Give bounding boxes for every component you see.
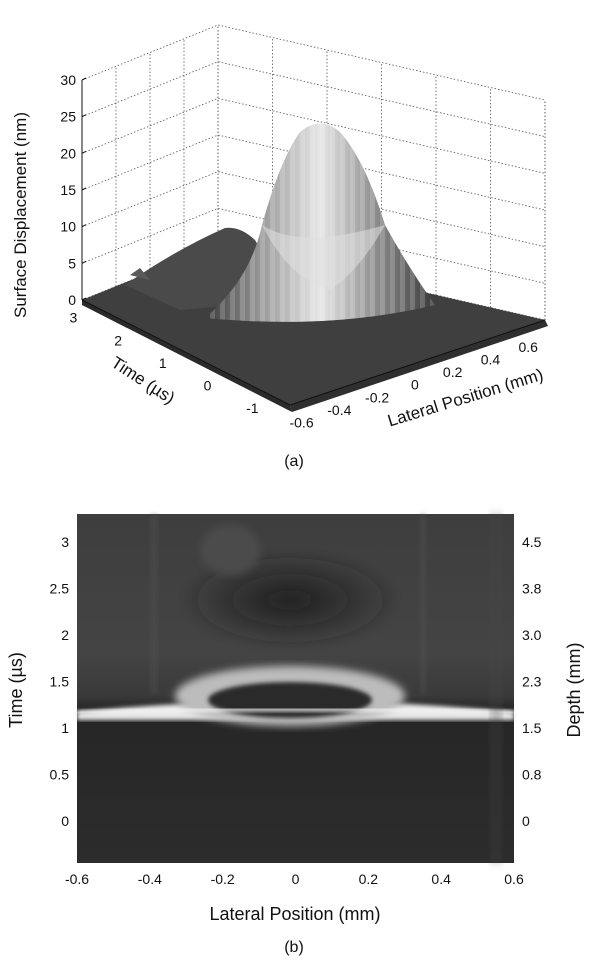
heatmap-image	[76, 514, 515, 863]
z-tick-label: 0	[68, 292, 76, 308]
lateral-tick-label: -0.2	[365, 389, 389, 405]
heatmap-depth-tick-label: 0.8	[522, 767, 542, 783]
heatmap-x-tick-label: 0	[292, 871, 300, 887]
heatmap-time-tick-label: 1.5	[50, 674, 70, 690]
z-tick-label: 5	[68, 255, 76, 271]
time-axis-title: Time (µs)	[108, 353, 178, 408]
heatmap-depth-axis-title: Depth (mm)	[564, 642, 584, 737]
time-tick-label: 0	[204, 377, 212, 393]
heatmap-time-tick-label: 1	[61, 720, 69, 736]
lateral-tick-label: 0.4	[481, 352, 501, 368]
heatmap-x-tick-label: -0.4	[138, 871, 162, 887]
z-tick	[81, 114, 87, 118]
heatmap-x-tick-label: -0.2	[211, 871, 235, 887]
z-tick-label: 30	[60, 72, 76, 88]
heatmap-depth-tick-label: 0	[522, 813, 530, 829]
heatmap-x-tick-label: -0.6	[65, 871, 89, 887]
lateral-tick-label: 0.2	[443, 364, 463, 380]
time-tick-label: 2	[114, 332, 122, 348]
z-tick-label: 10	[60, 219, 76, 235]
heatmap-time-tick-label: 0.5	[50, 767, 70, 783]
heatmap-depth-tick-label: 2.3	[522, 674, 542, 690]
lateral-tick-label: 0	[411, 377, 419, 393]
lateral-tick-label: -0.6	[289, 414, 313, 430]
z-axis-title: Surface Displacement (nm)	[11, 112, 30, 318]
z-tick	[81, 224, 87, 228]
time-tick-label: -1	[246, 400, 259, 416]
panel-b-label: (b)	[284, 939, 304, 956]
heatmap-time-tick-label: 2	[61, 627, 69, 643]
z-tick	[81, 297, 87, 301]
heatmap-depth-tick-label: 3.8	[522, 580, 542, 596]
heatmap-depth-tick-label: 1.5	[522, 720, 542, 736]
lateral-axis-title: Lateral Position (mm)	[385, 365, 545, 430]
panel-a-label: (a)	[284, 453, 304, 470]
heatmap-time-tick-label: 2.5	[50, 580, 70, 596]
lateral-tick-label: -0.4	[327, 402, 351, 418]
heatmap-time-tick-label: 3	[61, 534, 69, 550]
z-tick-label: 25	[60, 109, 76, 125]
z-tick	[81, 77, 87, 81]
heatmap-time-axis-title: Time (µs)	[6, 652, 26, 728]
heatmap-time-tick-label: 0	[61, 813, 69, 829]
heatmap-depth-tick-label: 3.0	[522, 627, 542, 643]
heatmap-x-tick-label: 0.6	[504, 871, 524, 887]
z-tick	[81, 150, 87, 154]
heatmap-x-tick-label: 0.2	[359, 871, 379, 887]
z-tick	[81, 260, 87, 264]
time-tick-label: 1	[159, 355, 167, 371]
heatmap-x-axis-title: Lateral Position (mm)	[209, 904, 380, 924]
lateral-tick-label: 0.6	[518, 339, 538, 355]
heatmap-depth-tick-label: 4.5	[522, 534, 542, 550]
heatmap-ticks: -0.6 -0.4 -0.2 0 0.2 0.4 0.6 0 0.5 1 1.5 2 2.5 3 0 0.8 1…	[50, 534, 542, 887]
heatmap-panel: -0.6 -0.4 -0.2 0 0.2 0.4 0.6 0 0.5 1 1.5 2 2.5 3 0 0.8 1…	[6, 514, 584, 956]
surface-plot-panel: 0510152025303210-1-0.6-0.4-0.200.20.40.6…	[11, 24, 548, 470]
surface-grid-walls	[81, 24, 546, 321]
time-tick-label: 3	[69, 310, 77, 326]
z-tick-label: 15	[60, 182, 76, 198]
z-tick	[81, 187, 87, 191]
surface-mesh	[82, 123, 548, 412]
heatmap-x-tick-label: 0.4	[431, 871, 451, 887]
z-tick-label: 20	[60, 145, 76, 161]
